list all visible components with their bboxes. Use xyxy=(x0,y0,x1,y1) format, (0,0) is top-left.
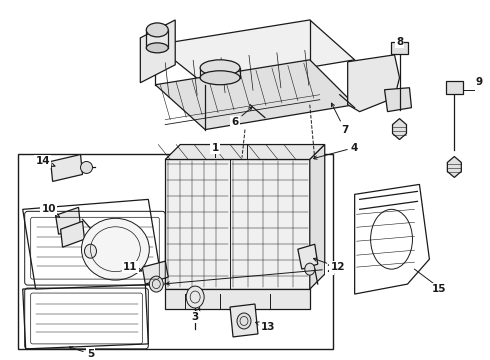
Text: 11: 11 xyxy=(123,262,142,272)
Polygon shape xyxy=(155,60,355,130)
Ellipse shape xyxy=(149,276,163,292)
Polygon shape xyxy=(348,55,399,112)
Ellipse shape xyxy=(147,43,168,53)
Polygon shape xyxy=(355,184,429,294)
Polygon shape xyxy=(61,221,84,247)
Ellipse shape xyxy=(200,60,240,76)
Text: 5: 5 xyxy=(69,346,94,359)
Polygon shape xyxy=(230,304,258,337)
Ellipse shape xyxy=(237,313,251,329)
Ellipse shape xyxy=(305,263,315,275)
Text: 7: 7 xyxy=(331,103,348,135)
FancyBboxPatch shape xyxy=(446,81,463,94)
Polygon shape xyxy=(50,154,82,181)
FancyBboxPatch shape xyxy=(391,41,408,54)
Ellipse shape xyxy=(200,71,240,85)
Ellipse shape xyxy=(81,218,149,280)
Text: 2: 2 xyxy=(166,264,333,285)
Text: 1: 1 xyxy=(212,143,219,153)
Ellipse shape xyxy=(80,162,93,174)
Ellipse shape xyxy=(84,244,97,258)
Ellipse shape xyxy=(186,286,204,308)
Text: 12: 12 xyxy=(314,258,345,272)
Polygon shape xyxy=(23,199,162,289)
Text: 13: 13 xyxy=(256,322,275,332)
Polygon shape xyxy=(165,289,310,309)
Text: 6: 6 xyxy=(231,107,252,127)
Polygon shape xyxy=(165,144,325,159)
Ellipse shape xyxy=(147,23,168,37)
Polygon shape xyxy=(385,88,412,112)
Polygon shape xyxy=(392,118,407,140)
Polygon shape xyxy=(310,144,325,289)
Polygon shape xyxy=(447,157,461,177)
Polygon shape xyxy=(298,244,318,269)
Text: 3: 3 xyxy=(192,308,200,322)
Text: 10: 10 xyxy=(41,204,60,217)
Text: 14: 14 xyxy=(35,157,55,166)
Text: 9: 9 xyxy=(476,77,483,87)
Polygon shape xyxy=(165,159,310,289)
Polygon shape xyxy=(55,207,80,234)
Polygon shape xyxy=(142,261,168,284)
Polygon shape xyxy=(155,20,355,85)
Polygon shape xyxy=(23,284,148,349)
Text: 8: 8 xyxy=(396,37,403,47)
Text: 4: 4 xyxy=(314,143,358,159)
Polygon shape xyxy=(140,20,175,83)
Text: 15: 15 xyxy=(432,284,446,294)
